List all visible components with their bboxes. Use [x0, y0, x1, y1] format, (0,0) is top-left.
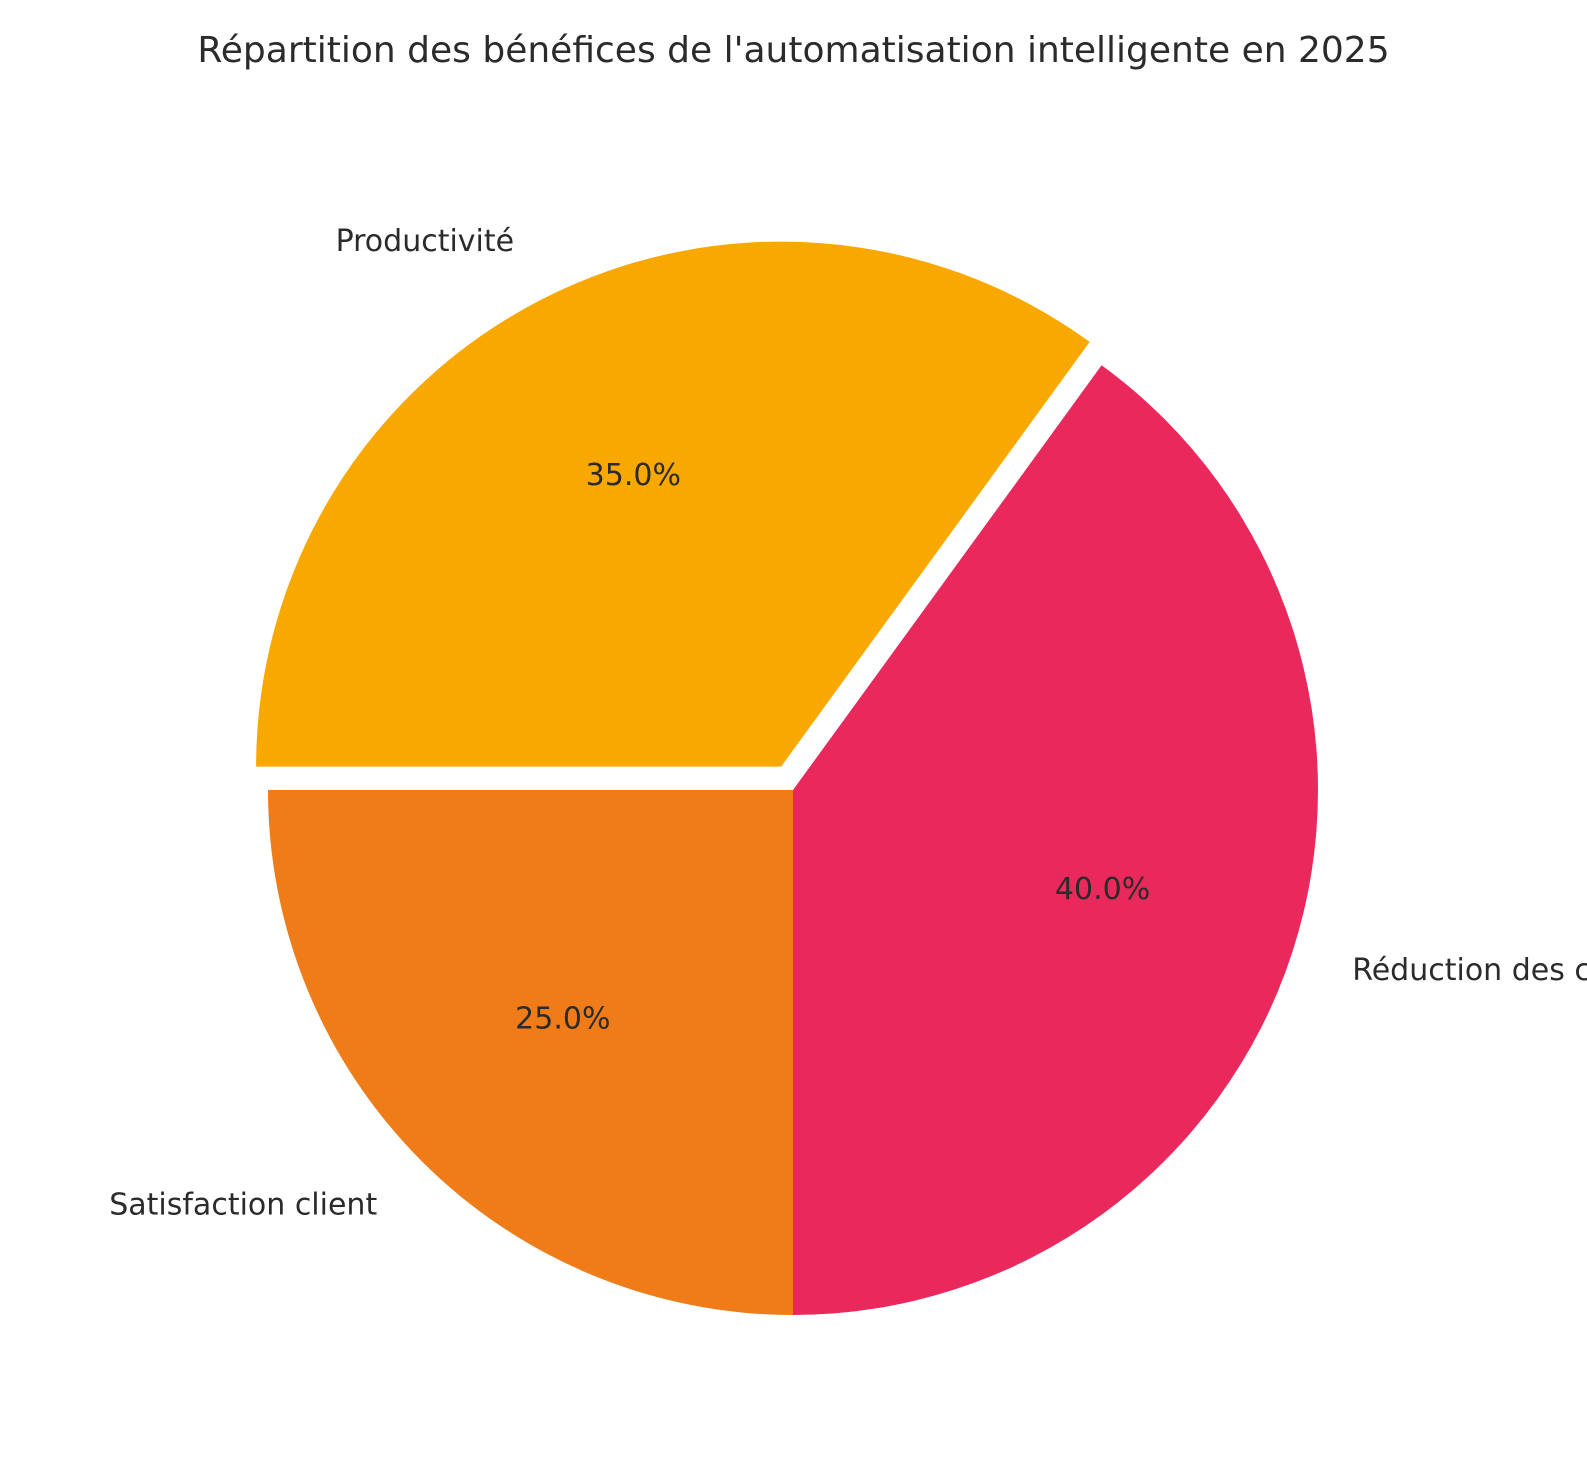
pie-slice-percent: 25.0% — [515, 1002, 610, 1037]
pie-slice — [268, 790, 793, 1315]
pie-slice-label: Productivité — [336, 224, 515, 259]
chart-title: Répartition des bénéfices de l'automatis… — [0, 30, 1587, 71]
pie-slice-label: Satisfaction client — [109, 1187, 377, 1222]
pie-slice-percent: 40.0% — [1055, 872, 1150, 907]
chart-container: Répartition des bénéfices de l'automatis… — [0, 0, 1587, 1476]
pie-slice-percent: 35.0% — [586, 458, 681, 493]
pie-chart: 40.0% Réduction des coûts 25.0% Satisfactio… — [0, 0, 1587, 1476]
pie-slice-label: Réduction des coûts — [1352, 953, 1587, 988]
